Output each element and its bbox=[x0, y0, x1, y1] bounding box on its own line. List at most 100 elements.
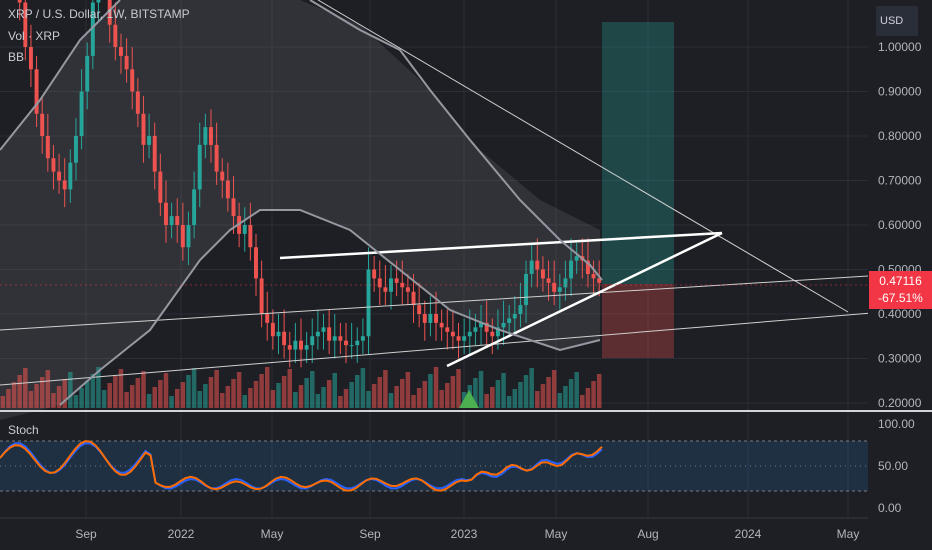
volume-bar bbox=[490, 387, 495, 408]
candle-body bbox=[28, 47, 33, 70]
candle-body bbox=[130, 69, 135, 92]
candle-body bbox=[265, 314, 270, 323]
candle-body bbox=[96, 0, 101, 3]
price-tick: 0.70000 bbox=[878, 174, 922, 188]
volume-bar bbox=[73, 395, 79, 408]
volume-bar bbox=[422, 381, 428, 408]
volume-bar bbox=[535, 391, 540, 408]
candle-body bbox=[344, 340, 348, 346]
volume-bar bbox=[79, 388, 84, 408]
volume-bar bbox=[84, 381, 90, 408]
drawn-lines bbox=[0, 0, 932, 408]
volume-bar bbox=[512, 389, 518, 408]
volume-bar bbox=[146, 394, 152, 408]
candle-body bbox=[456, 336, 461, 341]
channel-upper-line bbox=[0, 271, 932, 331]
volume-bar bbox=[428, 374, 433, 408]
candle-body bbox=[411, 291, 416, 306]
volume-bar bbox=[34, 384, 39, 408]
volume-bar bbox=[219, 393, 225, 408]
candle-body bbox=[51, 158, 56, 172]
time-tick: May bbox=[545, 527, 568, 541]
stoch-tick-0: 0.00 bbox=[878, 501, 902, 515]
candle-body bbox=[248, 225, 253, 248]
time-tick: Sep bbox=[359, 527, 381, 541]
candle-body bbox=[254, 247, 258, 279]
candle-body bbox=[490, 331, 495, 337]
support-line bbox=[446, 231, 723, 368]
candle-body bbox=[79, 91, 84, 136]
candle-body bbox=[299, 340, 303, 350]
price-change: -67.51% bbox=[878, 291, 923, 305]
candle-body bbox=[462, 336, 467, 341]
candle-body bbox=[360, 336, 365, 341]
volume-bar bbox=[242, 395, 247, 408]
volume-bar bbox=[400, 379, 405, 408]
price-tick: 0.40000 bbox=[878, 307, 922, 321]
candle-body bbox=[524, 273, 529, 306]
volume-bar bbox=[456, 369, 461, 408]
volume-bar bbox=[546, 377, 551, 408]
stoch-tick-100: 100.00 bbox=[878, 417, 915, 431]
candle-body bbox=[220, 171, 225, 181]
target-zone bbox=[602, 22, 674, 284]
candle-body bbox=[574, 256, 579, 261]
volume-bar bbox=[68, 372, 73, 408]
volume-bar bbox=[478, 371, 484, 408]
candle-body bbox=[293, 340, 298, 350]
volume-bar bbox=[585, 388, 591, 408]
candle-body bbox=[417, 305, 422, 314]
price-axis: 1.000000.900000.800000.700000.600000.500… bbox=[878, 40, 922, 410]
price-tick: 0.90000 bbox=[878, 85, 922, 99]
candle-body bbox=[445, 327, 450, 332]
candle-body bbox=[535, 260, 540, 270]
candle-body bbox=[276, 331, 281, 337]
volume-bar bbox=[191, 368, 197, 408]
candle-body bbox=[315, 331, 320, 337]
candle-body bbox=[332, 336, 337, 341]
time-axis: Sep 2022 May Sep 2023 May Aug 2024 May bbox=[75, 527, 859, 541]
volume-bar bbox=[574, 372, 579, 408]
volume-bar bbox=[383, 370, 388, 408]
buy-signal-arrow bbox=[459, 390, 479, 408]
candle-body bbox=[479, 322, 484, 328]
candle-body bbox=[192, 189, 197, 225]
volume-bar bbox=[371, 384, 377, 408]
volume-bar bbox=[551, 370, 557, 408]
candle-body bbox=[518, 305, 523, 314]
candle-body bbox=[147, 136, 152, 145]
candle-body bbox=[467, 331, 472, 337]
volume-bar bbox=[293, 392, 298, 408]
time-tick: Aug bbox=[637, 527, 658, 541]
volume-bar bbox=[17, 375, 22, 408]
volume-bar bbox=[355, 375, 360, 408]
volume-bar bbox=[349, 382, 354, 408]
volume-bar bbox=[276, 383, 281, 408]
volume-bar bbox=[107, 383, 112, 408]
candle-body bbox=[57, 171, 62, 181]
volume-bar bbox=[304, 378, 309, 408]
volume-bar bbox=[28, 391, 34, 408]
candle-body bbox=[304, 345, 309, 350]
volume-bar bbox=[416, 388, 422, 408]
candle-body bbox=[377, 278, 382, 288]
volume-bar bbox=[51, 393, 56, 408]
stoch-legend[interactable]: Stoch bbox=[8, 423, 39, 437]
bb-legend[interactable]: BB bbox=[8, 50, 25, 64]
volume-legend[interactable]: Vol · XRP bbox=[8, 29, 61, 43]
candle-body bbox=[512, 314, 517, 319]
candle-body bbox=[197, 144, 202, 190]
volume-bar bbox=[501, 373, 506, 408]
candle-body bbox=[552, 282, 557, 292]
volume-bar bbox=[231, 379, 236, 408]
bollinger-upper bbox=[0, 0, 121, 151]
currency-button[interactable]: USD bbox=[876, 6, 918, 36]
volume-bar bbox=[39, 377, 45, 408]
candle-body bbox=[327, 327, 332, 341]
bollinger-lower bbox=[59, 209, 601, 406]
candle-body bbox=[450, 331, 455, 337]
volume-bar bbox=[248, 388, 253, 408]
volume-bar bbox=[484, 394, 489, 408]
volume-bar bbox=[332, 373, 338, 408]
